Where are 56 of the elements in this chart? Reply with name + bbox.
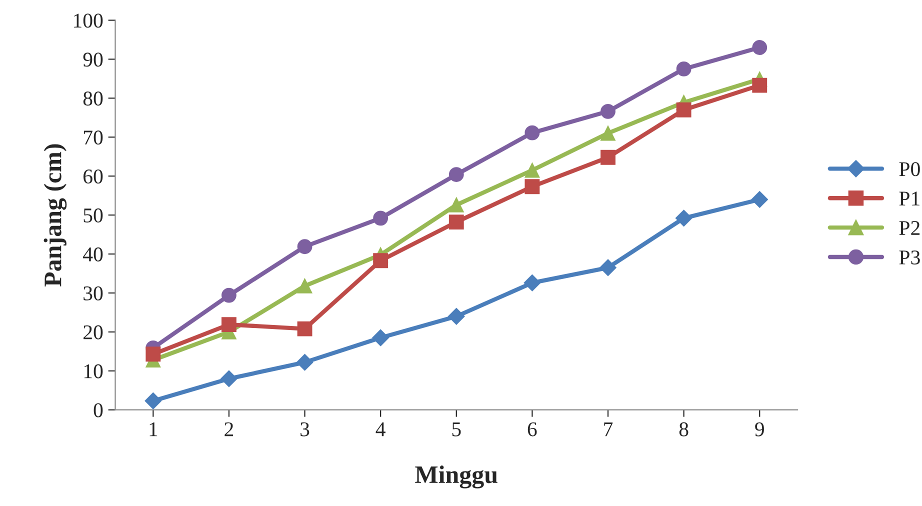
- point: [524, 179, 540, 194]
- x-tick-label: 9: [755, 422, 764, 436]
- y-tick-label: 60: [84, 169, 103, 184]
- point: [448, 167, 464, 182]
- x-tick-label: 2: [224, 422, 234, 436]
- point: [222, 317, 236, 332]
- point: [220, 370, 238, 388]
- point: [751, 191, 768, 208]
- x-axis-title: Minggu: [415, 466, 498, 488]
- point: [524, 274, 541, 292]
- point: [600, 126, 616, 141]
- x-tick-label: 8: [679, 422, 688, 436]
- point: [297, 239, 312, 254]
- y-tick-label: 90: [83, 52, 103, 67]
- point: [600, 259, 616, 276]
- point: [448, 214, 464, 230]
- point: [448, 308, 465, 325]
- point: [146, 346, 161, 362]
- point: [752, 78, 768, 93]
- point: [296, 354, 314, 371]
- y-tick-label: 30: [84, 286, 103, 300]
- y-tick-label: 100: [74, 14, 103, 28]
- point: [600, 104, 616, 119]
- point: [675, 210, 692, 227]
- x-tick-label: 1: [150, 422, 158, 436]
- y-tick-label: 40: [83, 247, 103, 262]
- point: [600, 150, 616, 165]
- x-tick-label: 5: [452, 422, 461, 436]
- y-tick-label: 10: [84, 364, 103, 378]
- y-axis-title: Panjang (cm): [44, 144, 67, 286]
- y-tick-label: 20: [84, 325, 103, 340]
- legend-label: P0: [899, 162, 920, 176]
- point: [448, 197, 464, 212]
- legend-label: P2: [899, 221, 920, 235]
- y-tick-label: 0: [94, 403, 103, 418]
- point: [144, 392, 162, 410]
- point: [524, 125, 540, 140]
- point: [372, 329, 389, 346]
- x-tick-label: 4: [376, 422, 386, 436]
- legend-label: P3: [899, 250, 920, 264]
- point: [752, 40, 768, 55]
- point: [676, 61, 692, 76]
- point: [297, 321, 312, 336]
- y-tick-label: 80: [83, 92, 103, 106]
- y-tick-label: 70: [84, 130, 103, 145]
- y-tick-label: 50: [84, 208, 103, 222]
- point: [373, 253, 388, 268]
- legend-label: P1: [899, 192, 920, 206]
- point: [373, 210, 388, 226]
- x-tick-label: 7: [604, 422, 613, 436]
- point: [222, 288, 236, 303]
- point: [297, 278, 312, 294]
- point: [676, 102, 692, 118]
- point: [524, 162, 540, 178]
- x-tick-label: 6: [528, 422, 537, 436]
- x-tick-label: 3: [300, 422, 310, 436]
